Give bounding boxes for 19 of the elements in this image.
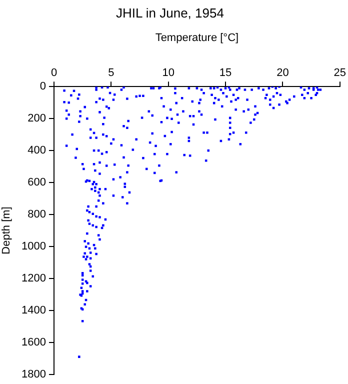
y-tick-label: 1600 bbox=[22, 336, 46, 348]
x-tick-label: 10 bbox=[162, 67, 174, 80]
x-tick-label: 5 bbox=[108, 67, 114, 80]
x-tick-label: 0 bbox=[50, 67, 58, 80]
y-tick-label: 200 bbox=[28, 112, 46, 125]
x-tick-label: 20 bbox=[276, 67, 289, 80]
y-tick-label: 800 bbox=[28, 208, 46, 221]
y-tick-label: 1200 bbox=[22, 272, 46, 284]
y-tick-label: 400 bbox=[28, 144, 46, 157]
x-axis-title: Temperature [°C] bbox=[155, 32, 239, 44]
y-tick-label: 1400 bbox=[22, 304, 46, 316]
y-tick-label: 1000 bbox=[22, 240, 46, 253]
x-tick-label: 25 bbox=[334, 67, 346, 80]
y-tick-label: 0 bbox=[40, 80, 46, 93]
y-tick-label: 600 bbox=[28, 176, 46, 189]
x-tick-label: 15 bbox=[219, 67, 232, 80]
chart-title: JHIL in June, 1954 bbox=[116, 5, 224, 20]
y-axis-title: Depth [m] bbox=[0, 206, 13, 254]
y-tick-label: 1800 bbox=[22, 368, 46, 380]
